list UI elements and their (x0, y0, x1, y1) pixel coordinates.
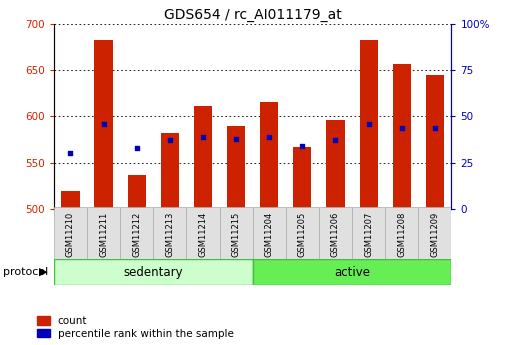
Point (398, 125, 406, 130)
Title: GDS654 / rc_AI011179_at: GDS654 / rc_AI011179_at (164, 8, 342, 22)
Text: GSM11204: GSM11204 (265, 211, 274, 257)
Point (298, 143, 306, 149)
Bar (87, 207, 120, 260)
Bar (62, 191, 80, 209)
Bar (120, 207, 153, 260)
Point (199, 134, 207, 139)
Bar (220, 207, 252, 260)
Point (331, 138, 340, 143)
Text: ▶: ▶ (38, 267, 47, 277)
Point (232, 136, 240, 141)
Point (431, 125, 439, 130)
Bar (252, 259, 451, 285)
Bar (360, 40, 378, 209)
Text: GSM11205: GSM11205 (298, 211, 307, 257)
Bar (161, 133, 179, 209)
Text: GSM11209: GSM11209 (430, 211, 439, 257)
Point (66, 150, 74, 156)
Text: GSM11215: GSM11215 (231, 211, 241, 257)
Bar (128, 175, 146, 209)
Bar (286, 207, 319, 260)
Legend: count, percentile rank within the sample: count, percentile rank within the sample (36, 315, 235, 340)
Text: protocol: protocol (3, 267, 48, 277)
Text: active: active (334, 266, 370, 278)
Bar (227, 126, 245, 209)
Text: GSM11208: GSM11208 (397, 211, 406, 257)
Bar (54, 207, 87, 260)
Text: sedentary: sedentary (124, 266, 183, 278)
Text: GSM11211: GSM11211 (99, 211, 108, 257)
Bar (418, 207, 451, 260)
Bar (194, 106, 212, 209)
Bar (260, 102, 279, 209)
Bar (385, 207, 418, 260)
Bar (94, 40, 113, 209)
Text: GSM11212: GSM11212 (132, 211, 141, 257)
Point (166, 138, 174, 143)
Bar (186, 207, 220, 260)
Bar (293, 147, 311, 209)
Bar (392, 64, 411, 209)
Bar (352, 207, 385, 260)
Bar (319, 207, 352, 260)
Text: GSM11206: GSM11206 (331, 211, 340, 257)
Point (265, 134, 273, 139)
Bar (252, 207, 286, 260)
Bar (54, 259, 252, 285)
Text: GSM11214: GSM11214 (199, 211, 207, 257)
Bar (153, 207, 186, 260)
Point (100, 121, 108, 127)
Point (365, 121, 373, 127)
Bar (326, 120, 345, 209)
Text: GSM11207: GSM11207 (364, 211, 373, 257)
Point (132, 145, 141, 150)
Bar (426, 75, 444, 209)
Text: GSM11210: GSM11210 (66, 211, 75, 257)
Text: GSM11213: GSM11213 (165, 211, 174, 257)
